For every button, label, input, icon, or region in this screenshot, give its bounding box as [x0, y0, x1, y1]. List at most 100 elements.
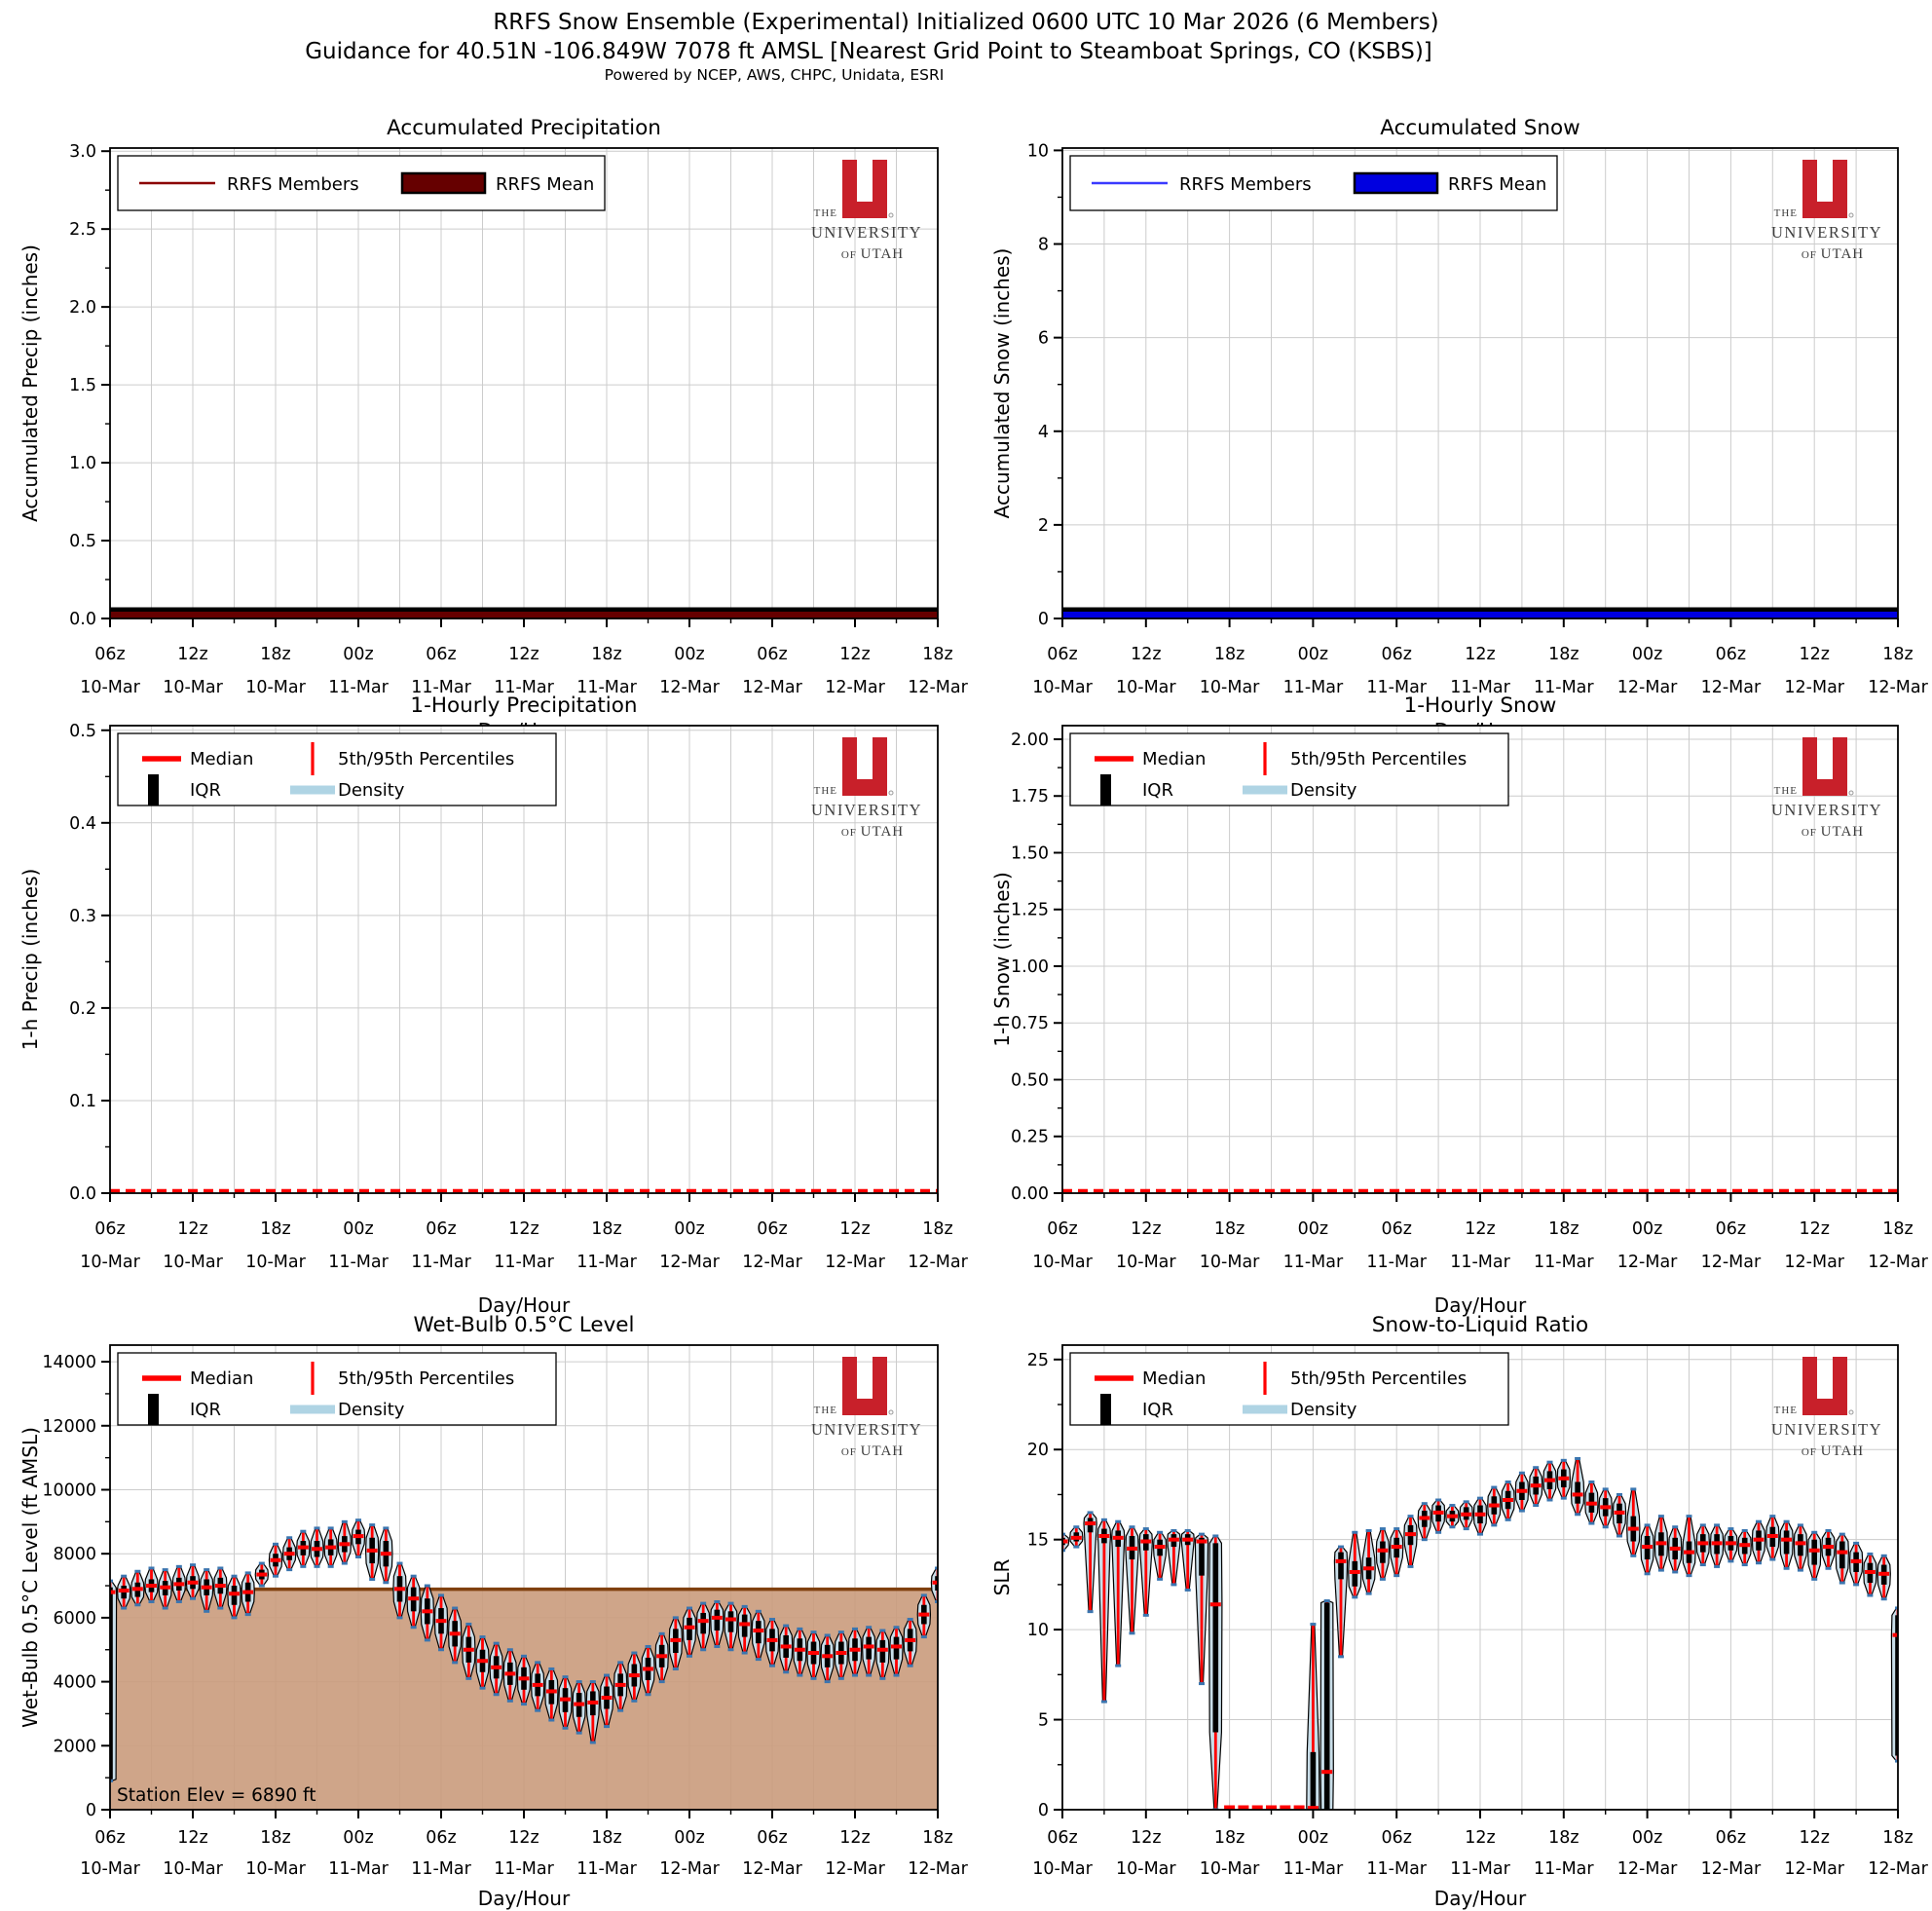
whisker-cap-bottom	[1699, 1563, 1706, 1567]
whisker-cap-top	[300, 1529, 307, 1533]
median-dash	[1280, 1805, 1291, 1810]
violin-glyph	[793, 1627, 807, 1677]
median-dash	[1251, 1805, 1263, 1810]
whisker-cap-top	[465, 1622, 472, 1626]
whisker-cap-top	[1880, 1554, 1887, 1557]
median-dash	[532, 1682, 543, 1687]
y-tick-labels: 0.0 0.1 0.2 0.3 0.4 0.5	[69, 722, 96, 1204]
x-axis-label: Day/Hour	[478, 1293, 571, 1317]
violin-glyph	[516, 1654, 532, 1706]
iqr-bar	[700, 1612, 706, 1634]
violin-glyph	[1125, 1525, 1139, 1635]
whisker-cap-bottom	[1672, 1570, 1679, 1574]
violin-glyph	[1765, 1515, 1780, 1561]
x-tick-date: 12-Mar	[1617, 1859, 1678, 1879]
whisker-cap-bottom	[1783, 1566, 1790, 1570]
y-tick-labels: 0 5 10 15 20 25	[1027, 1351, 1049, 1820]
mean-line-edge	[110, 607, 938, 612]
median-dash	[518, 1676, 530, 1681]
violin-glyph	[1626, 1487, 1641, 1557]
y-tick-label: 0.5	[69, 532, 96, 551]
x-tick-date: 11-Mar	[1534, 1253, 1594, 1272]
x-tick-date: 10-Mar	[1032, 1859, 1093, 1879]
x-tick-hour: 06z	[757, 645, 787, 664]
whisker-cap-bottom	[1393, 1574, 1400, 1578]
whisker-cap-bottom	[837, 1676, 844, 1680]
y-axis-label: 1-h Snow (inches)	[990, 872, 1014, 1047]
whisker-cap-bottom	[645, 1693, 651, 1697]
median-dash	[1112, 1535, 1124, 1540]
x-tick-hour: 06z	[757, 1828, 787, 1848]
snow-to-liquid-ratio-data	[1062, 1456, 1898, 1810]
median-dash	[1168, 1537, 1179, 1542]
x-tick-hour: 06z	[94, 1219, 125, 1239]
whisker-cap-top	[1073, 1525, 1080, 1529]
violin-glyph	[1403, 1515, 1418, 1568]
x-tick-hour: 00z	[343, 645, 373, 664]
y-tick-label: 14000	[42, 1353, 96, 1372]
x-tick-hour: 00z	[1632, 1219, 1662, 1239]
whisker-cap-top	[1616, 1492, 1622, 1496]
whisker-cap-top	[1421, 1502, 1428, 1506]
violin-glyph	[1863, 1552, 1877, 1597]
whisker-cap-bottom	[1839, 1581, 1845, 1585]
violin-glyph	[1695, 1523, 1711, 1567]
whisker-cap-top	[1129, 1525, 1135, 1529]
whisker-cap-top	[576, 1680, 582, 1684]
median-dash	[1669, 1546, 1681, 1551]
median-dash	[312, 1547, 322, 1552]
whisker-cap-top	[1087, 1511, 1094, 1515]
x-axis-label: Day/Hour	[478, 1887, 571, 1910]
violin-glyph	[296, 1529, 311, 1568]
y-tick-label: 0.4	[69, 814, 96, 834]
whisker-cap-bottom	[355, 1555, 361, 1558]
y-tick-label: 8	[1038, 236, 1049, 255]
x-tick-hour: 00z	[674, 1219, 704, 1239]
whisker-cap-bottom	[1129, 1631, 1135, 1635]
violin-glyph	[1069, 1525, 1084, 1549]
median-dash	[1503, 1498, 1514, 1502]
figure-title-line2: Guidance for 40.51N -106.849W 7078 ft AM…	[305, 39, 1432, 64]
whisker-cap-bottom	[548, 1718, 555, 1722]
whisker-cap-bottom	[424, 1638, 430, 1642]
whisker-cap-bottom	[479, 1686, 486, 1690]
violin-glyph	[778, 1624, 794, 1674]
y-tick-label: 0.1	[69, 1092, 96, 1111]
violin-glyph	[585, 1680, 601, 1744]
x-tick-hour: 00z	[343, 1219, 373, 1239]
whisker-cap-bottom	[341, 1561, 348, 1565]
median-dash	[214, 1584, 226, 1589]
whisker-cap-bottom	[589, 1741, 596, 1744]
x-tick-hour: 12z	[177, 1219, 207, 1239]
x-tick-date: 12-Mar	[659, 1253, 720, 1272]
y-tick-label: 12000	[42, 1417, 96, 1437]
x-ticks	[1061, 618, 1899, 627]
violin-glyph	[1293, 1805, 1305, 1810]
whisker-cap-top	[783, 1624, 790, 1628]
whisker-cap-bottom	[1352, 1595, 1358, 1599]
legend: Median 5th/95th Percentiles IQR Density	[117, 732, 557, 806]
violin-glyph	[1389, 1527, 1404, 1578]
logo-text-of-utah: OF UTAH	[841, 246, 904, 262]
whisker-cap-bottom	[1115, 1664, 1122, 1667]
y-tick-label: 10	[1027, 1621, 1049, 1640]
legend-iqr-bar-icon	[148, 774, 159, 806]
violin-glyph	[544, 1667, 559, 1722]
legend-density-label: Density	[1290, 780, 1357, 801]
whisker-cap-bottom	[727, 1648, 734, 1652]
whisker-cap-top	[755, 1609, 762, 1613]
x-tick-date: 12-Mar	[1701, 678, 1762, 697]
x-tick-hour: 12z	[1799, 1219, 1829, 1239]
whisker-cap-bottom	[535, 1708, 541, 1712]
y-tick-label: 1.00	[1011, 957, 1049, 977]
logo-text-of-utah: OF UTAH	[1802, 246, 1864, 262]
legend-members-label: RRFS Members	[227, 174, 359, 195]
x-tick-hour: 06z	[426, 645, 456, 664]
y-tick-label: 2000	[53, 1737, 96, 1756]
whisker-cap-top	[1657, 1515, 1664, 1518]
whisker-cap-bottom	[204, 1609, 210, 1613]
whisker-cap-bottom	[1686, 1574, 1692, 1578]
logo-text-university: UNIVERSITY	[1771, 223, 1882, 242]
x-tick-hour: 18z	[591, 645, 621, 664]
violin-glyph	[1266, 1805, 1277, 1810]
